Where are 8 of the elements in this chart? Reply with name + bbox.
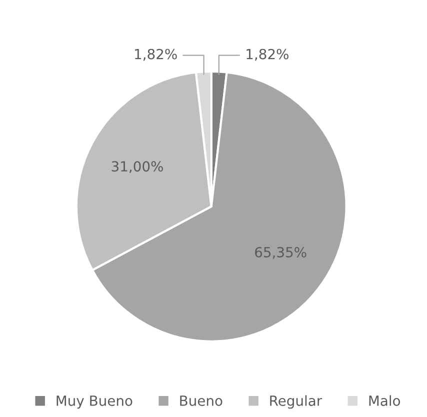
data-label: 1,82% (135, 48, 177, 61)
legend-label: Bueno (180, 396, 222, 406)
data-label: 65,35% (255, 246, 306, 259)
legend-label: Muy Bueno (56, 396, 132, 409)
legend-label: Regular (270, 395, 322, 409)
data-label: 1,82% (246, 48, 288, 61)
data-label: 31,00% (112, 161, 163, 174)
legend-label: Malo (369, 395, 400, 406)
